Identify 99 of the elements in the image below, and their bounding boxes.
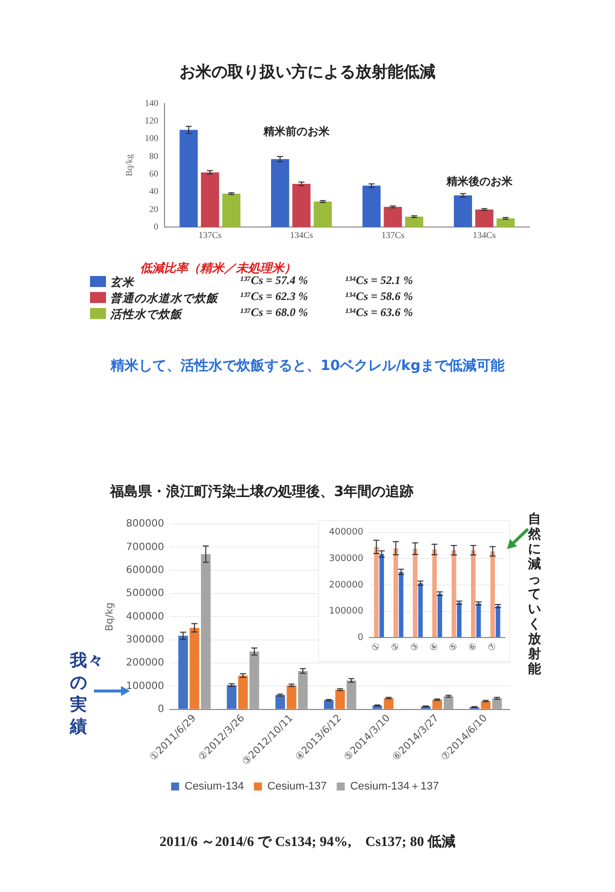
text: 我々の実績 — [70, 650, 104, 738]
text: ¹³⁴Cs = 63.6 % — [345, 307, 413, 319]
legend-label: 普通の水道水で炊飯 — [110, 291, 218, 306]
y-tick-label: 300000 — [126, 634, 164, 646]
x-tick-label: ① — [370, 641, 383, 654]
bar — [286, 685, 296, 709]
text: ¹³⁷Cs = 68.0 % — [240, 307, 308, 319]
bar — [452, 550, 456, 638]
text: 精米して、活性水で炊飯すると、10ベクレル/kgまで低減可能 — [109, 357, 506, 375]
bar — [444, 696, 454, 709]
y-axis-title: Bq/kg — [104, 602, 116, 632]
bar — [379, 554, 384, 638]
bar — [180, 130, 198, 228]
bar — [178, 636, 188, 709]
x-tick-label: 137Cs — [198, 230, 222, 240]
bar — [226, 685, 236, 709]
bar — [496, 218, 515, 228]
chart-title: 福島県・浪江町汚染土壌の処理後、3年間の追跡 — [110, 483, 414, 501]
bar — [480, 701, 491, 709]
bar — [432, 700, 442, 709]
y-tick-label: 400000 — [328, 528, 364, 538]
legend-label: 活性水で炊飯 — [110, 307, 182, 322]
bar — [454, 195, 472, 228]
bar — [398, 572, 404, 638]
bar — [362, 186, 381, 228]
bar — [250, 651, 260, 709]
y-tick-label: 100000 — [126, 680, 164, 692]
bar — [384, 698, 394, 709]
bar — [471, 550, 476, 638]
annotation: 精米前のお米 — [262, 125, 331, 138]
bar — [374, 546, 379, 638]
y-tick-label: 140 — [144, 98, 159, 108]
x-tick-label: ⑥ — [466, 641, 480, 654]
bar — [496, 606, 500, 638]
bar — [432, 550, 437, 638]
text: 自然に減っていく放射能 — [528, 512, 541, 677]
text: 低減比率（精米／未処理米） — [140, 260, 296, 276]
y-axis-title: Bq/kg — [124, 154, 134, 176]
text: 2011/6 ～2014/6 で Cs134; 94%, Cs137; 80 低減 — [158, 833, 456, 851]
x-tick-label: ③ — [408, 641, 422, 654]
y-tick-label: 200000 — [126, 658, 164, 669]
y-tick-label: 0 — [358, 633, 364, 643]
bar — [335, 690, 345, 709]
bar — [492, 698, 502, 709]
y-tick-label: 800000 — [126, 518, 164, 530]
x-tick-label: 134Cs — [472, 230, 496, 240]
legend-label: Cesium-134 — [184, 780, 244, 793]
text: ¹³⁴Cs = 52.1 % — [345, 275, 413, 287]
y-tick-label: 300000 — [328, 554, 364, 564]
y-tick-label: 700000 — [126, 542, 164, 553]
bar — [222, 194, 240, 228]
bar — [476, 603, 481, 638]
bar — [418, 583, 423, 638]
legend-label: Cesium-137 — [267, 780, 327, 793]
text: ¹³⁴Cs = 58.6 % — [345, 291, 413, 303]
legend-label: 玄米 — [110, 275, 134, 290]
bar — [314, 202, 332, 228]
x-tick-label: 137Cs — [381, 230, 405, 240]
y-tick-label: 500000 — [126, 588, 164, 600]
bar — [271, 159, 290, 228]
bar — [405, 216, 424, 228]
bar — [238, 676, 248, 709]
y-tick-label: 100 — [144, 133, 159, 144]
y-tick-label: 0 — [158, 704, 164, 716]
x-tick-label: 134Cs — [290, 230, 314, 240]
bar — [346, 680, 356, 709]
y-tick-label: 200000 — [328, 580, 364, 590]
bar — [456, 602, 462, 638]
y-tick-label: 600000 — [126, 564, 164, 576]
bar — [490, 551, 495, 638]
y-tick-label: 80 — [149, 150, 159, 161]
annotation: 精米後のお米 — [446, 174, 514, 188]
y-tick-label: 100000 — [328, 606, 364, 617]
x-tick-label: ② — [389, 641, 402, 654]
y-tick-label: 0 — [154, 222, 159, 232]
legend-label: Cesium-134＋137 — [350, 780, 439, 793]
x-tick-label: ⑤ — [448, 641, 460, 654]
bar — [200, 554, 211, 709]
bar — [275, 695, 286, 709]
chart-title: お米の取り扱い方による放射能低減 — [178, 62, 436, 83]
bar — [200, 172, 220, 228]
bar — [292, 184, 311, 228]
bar — [438, 594, 442, 638]
text: ¹³⁷Cs = 62.3 % — [240, 291, 308, 303]
bar — [298, 670, 308, 709]
bar — [393, 548, 398, 638]
bar — [384, 206, 402, 228]
bar — [475, 210, 494, 228]
y-tick-label: 400000 — [126, 611, 164, 622]
x-tick-label: ⑦ — [486, 641, 500, 654]
y-tick-label: 40 — [149, 186, 159, 196]
text: ¹³⁷Cs = 57.4 % — [240, 275, 308, 287]
x-tick-label: ④ — [428, 641, 441, 654]
y-tick-label: 120 — [144, 115, 159, 126]
bar — [412, 548, 418, 638]
y-tick-label: 20 — [149, 204, 159, 214]
y-tick-label: 60 — [149, 168, 159, 178]
bar — [324, 700, 334, 709]
bar — [190, 628, 200, 709]
